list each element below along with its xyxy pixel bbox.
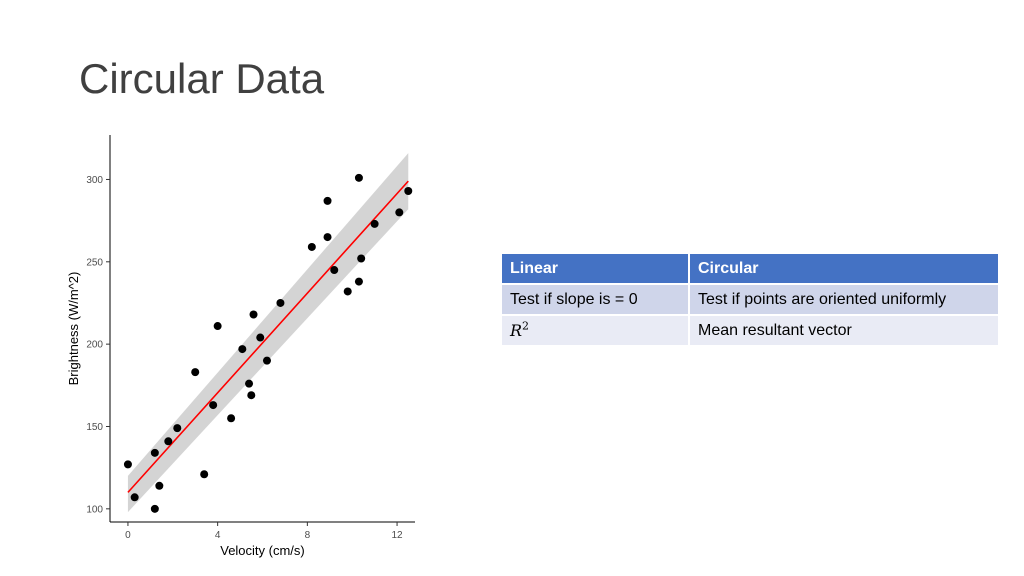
data-point: [150, 448, 159, 457]
data-point: [249, 310, 258, 319]
y-tick-label: 200: [86, 340, 103, 351]
data-point: [209, 401, 218, 410]
scatter-chart: 0 4 8 12 100 150 200 250 300 Velocity (cm/s) Bri…: [66, 135, 415, 558]
cell-linear-slope: Test if slope is = 0: [502, 285, 688, 316]
data-point: [395, 208, 404, 217]
data-point: [245, 379, 254, 388]
data-point: [256, 333, 265, 342]
x-axis-label: Velocity (cm/s): [220, 543, 305, 558]
y-axis-label: Brightness (W/m^2): [66, 272, 81, 386]
data-point: [164, 437, 173, 446]
data-point: [354, 173, 363, 182]
data-point: [191, 368, 200, 377]
r-exponent: 2: [522, 319, 530, 333]
data-point: [354, 277, 363, 286]
x-tick-label: 0: [125, 530, 131, 541]
y-tick-label: 300: [86, 175, 103, 186]
x-tick-label: 4: [215, 530, 221, 541]
data-point: [213, 322, 222, 331]
data-point: [123, 460, 132, 469]
r-symbol: R: [510, 321, 523, 341]
y-tick-label: 150: [86, 422, 103, 433]
points-layer: [123, 173, 413, 513]
ticks-layer: 0 4 8 12 100 150 200 250 300: [86, 175, 403, 541]
data-point: [307, 242, 316, 251]
data-point: [227, 414, 236, 423]
data-point: [173, 424, 182, 433]
table-header-row: Linear Circular: [502, 254, 998, 285]
header-circular: Circular: [688, 254, 998, 285]
data-point: [150, 504, 159, 513]
comparison-table: Linear Circular Test if slope is = 0 Tes…: [502, 254, 998, 345]
y-tick-label: 100: [86, 504, 103, 515]
data-point: [323, 196, 332, 205]
y-tick-label: 250: [86, 257, 103, 268]
data-point: [238, 345, 247, 354]
data-point: [200, 470, 209, 479]
table-row: R2 Mean resultant vector: [502, 316, 998, 345]
data-point: [276, 298, 285, 307]
header-linear: Linear: [502, 254, 688, 285]
x-tick-label: 8: [305, 530, 311, 541]
table-row: Test if slope is = 0 Test if points are …: [502, 285, 998, 316]
data-point: [370, 219, 379, 228]
data-point: [155, 481, 164, 490]
slide-title: Circular Data: [79, 55, 325, 102]
x-tick-label: 12: [391, 530, 403, 541]
cell-circular-mean-vector: Mean resultant vector: [688, 316, 998, 345]
data-point: [404, 186, 413, 195]
data-point: [323, 233, 332, 242]
cell-circular-uniform: Test if points are oriented uniformly: [688, 285, 998, 316]
data-point: [330, 266, 339, 275]
regression-line: [127, 180, 409, 493]
data-point: [262, 356, 271, 365]
data-point: [343, 287, 352, 296]
data-point: [357, 254, 366, 263]
data-point: [247, 391, 256, 400]
cell-linear-r-squared: R2: [502, 316, 688, 345]
data-point: [130, 493, 139, 502]
confidence-band: [127, 153, 409, 513]
